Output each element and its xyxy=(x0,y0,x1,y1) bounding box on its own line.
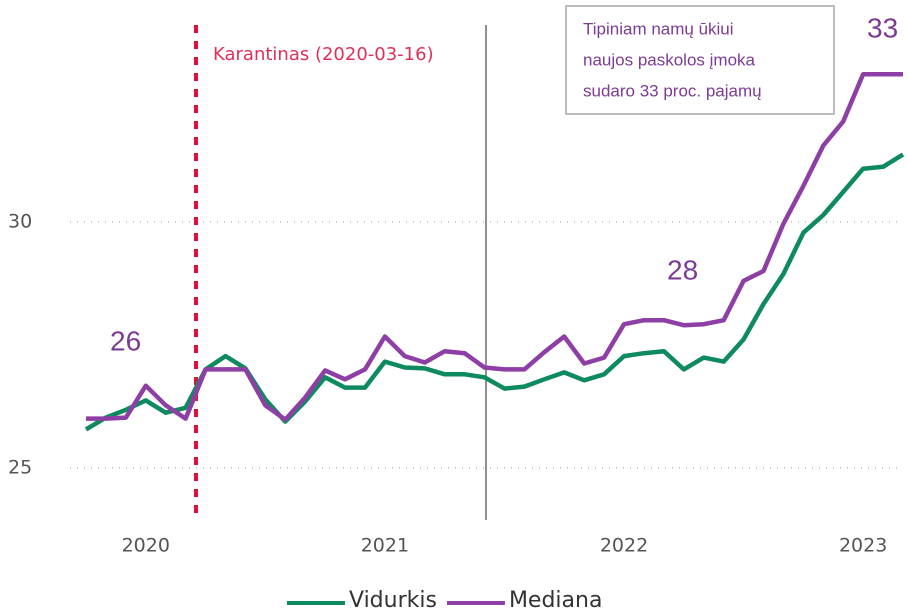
y-tick-label: 30 xyxy=(8,210,32,232)
y-tick-label: 25 xyxy=(8,456,32,478)
note-line: naujos paskolos įmoka xyxy=(583,50,756,69)
annotation: 33 xyxy=(867,12,898,43)
note-box xyxy=(565,5,835,115)
series-line xyxy=(86,72,903,422)
note-line: sudaro 33 proc. pajamų xyxy=(583,81,762,100)
annotation: 28 xyxy=(667,254,698,285)
event-label: Karantinas (2020-03-16) xyxy=(213,44,434,65)
note-line: Tipiniam namų ūkiui xyxy=(583,19,734,38)
x-tick-label: 2023 xyxy=(839,535,887,557)
x-tick-label: 2021 xyxy=(361,535,409,557)
x-tick-label: 2020 xyxy=(122,535,170,557)
x-tick-label: 2022 xyxy=(600,535,648,557)
annotation: 26 xyxy=(110,325,141,356)
legend-label: Mediana xyxy=(509,588,603,613)
legend-label: Vidurkis xyxy=(349,588,437,613)
series-line xyxy=(84,152,905,432)
